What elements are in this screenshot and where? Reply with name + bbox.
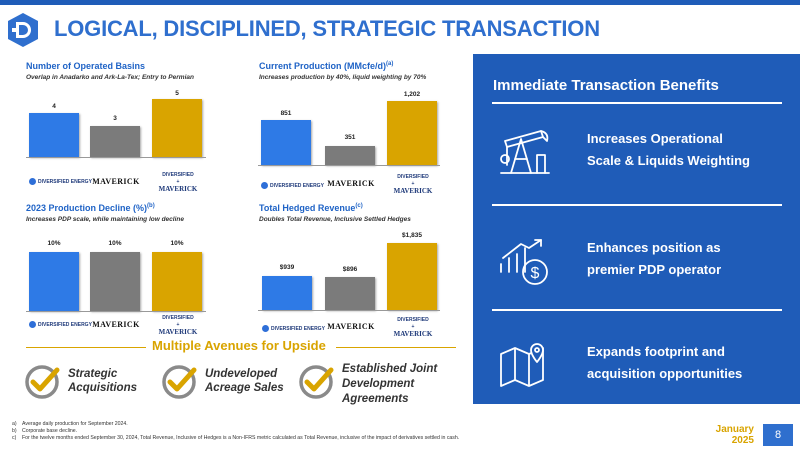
check-circle-icon (25, 365, 60, 399)
logo-combined: DIVERSIFIED + MAVERICK (158, 172, 198, 193)
logo-combined: DIVERSIFIED + MAVERICK (393, 174, 433, 195)
footnote: c) For the twelve months ended September … (12, 435, 460, 441)
avenue-strategic-acquisitions: Strategic Acquisitions (68, 368, 138, 394)
benefit-operational-scale: Increases Operational Scale & Liquids Wei… (587, 131, 750, 168)
logo-diversified: DIVERSIFIED ENERGY (29, 321, 92, 328)
bar-combined (152, 99, 202, 157)
panel-divider (492, 102, 782, 104)
chart-title-revenue: Total Hedged Revenue(c) (259, 203, 363, 213)
check-circle-icon (299, 365, 334, 399)
page-number: 8 (763, 424, 793, 446)
oil-pump-jack-icon (500, 130, 550, 174)
bar-combined (387, 101, 437, 165)
footnote: b) Corporate base decline. (12, 428, 78, 434)
panel-divider (492, 204, 782, 206)
map-pin-icon (500, 343, 544, 387)
bar-maverick (90, 126, 140, 157)
bar-combined (387, 243, 437, 310)
top-accent-bar (0, 0, 800, 5)
chart-subtitle-basins: Overlap in Anadarko and Ark-La-Tex; Entr… (26, 74, 194, 81)
bar-maverick (325, 146, 375, 165)
avenue-joint-development: Established Joint Development Agreements (342, 363, 438, 405)
bar-maverick (325, 277, 375, 310)
check-circle-icon (162, 365, 197, 399)
divider-right (336, 347, 456, 348)
data-label: 351 (344, 134, 356, 141)
avenues-heading: Multiple Avenues for Upside (152, 338, 326, 353)
data-label: $939 (279, 264, 295, 271)
data-label: 851 (280, 110, 292, 117)
svg-text:$: $ (531, 265, 540, 282)
chart-baseline (26, 157, 206, 158)
benefits-heading: Immediate Transaction Benefits (493, 77, 719, 94)
data-label: 10% (170, 240, 184, 247)
chart-baseline (258, 310, 440, 311)
logo-combined: DIVERSIFIED + MAVERICK (158, 315, 198, 336)
data-label: 3 (113, 115, 117, 122)
chart-subtitle-revenue: Doubles Total Revenue, Inclusive Settled… (259, 216, 411, 223)
data-label: 10% (108, 240, 122, 247)
panel-divider (492, 309, 782, 311)
chart-subtitle-decline: Increases PDP scale, while maintaining l… (26, 216, 184, 223)
footnote: a) Average daily production for September… (12, 421, 128, 427)
data-label: 1,202 (403, 91, 421, 98)
chart-title-production: Current Production (MMcfe/d)(a) (259, 61, 394, 71)
data-label: $896 (342, 266, 358, 273)
divider-left (26, 347, 146, 348)
benefit-pdp-operator: Enhances position as premier PDP operator (587, 240, 722, 277)
bar-diversified (29, 252, 79, 311)
data-label: 4 (52, 103, 56, 110)
logo-diversified: DIVERSIFIED ENERGY (262, 325, 325, 332)
logo-maverick: MAVERICK (327, 179, 375, 188)
data-label: 5 (175, 90, 179, 97)
logo-maverick: MAVERICK (92, 320, 140, 329)
chart-baseline (26, 311, 206, 312)
avenue-undeveloped-acreage: Undeveloped Acreage Sales (205, 368, 284, 394)
logo-diversified: DIVERSIFIED ENERGY (29, 178, 92, 185)
bar-diversified (262, 276, 312, 310)
bar-diversified (261, 120, 311, 165)
presentation-date: January 2025 (715, 424, 754, 446)
chart-subtitle-production: Increases production by 40%, liquid weig… (259, 74, 427, 81)
company-logo-icon (8, 13, 38, 47)
bar-combined (152, 252, 202, 311)
growth-dollar-icon: $ (500, 239, 548, 285)
chart-title-decline: 2023 Production Decline (%)(b) (26, 203, 155, 213)
bar-maverick (90, 252, 140, 311)
benefits-panel (473, 54, 800, 404)
bar-diversified (29, 113, 79, 157)
logo-diversified: DIVERSIFIED ENERGY (261, 182, 324, 189)
chart-baseline (258, 165, 440, 166)
chart-title-basins: Number of Operated Basins (26, 61, 146, 71)
benefit-expands-footprint: Expands footprint and acquisition opportu… (587, 344, 743, 381)
page-title: LOGICAL, DISCIPLINED, STRATEGIC TRANSACT… (54, 16, 600, 41)
logo-maverick: MAVERICK (327, 322, 375, 331)
data-label: 10% (47, 240, 61, 247)
data-label: $1,835 (402, 232, 422, 239)
logo-maverick: MAVERICK (92, 177, 140, 186)
logo-combined: DIVERSIFIED + MAVERICK (393, 317, 433, 338)
